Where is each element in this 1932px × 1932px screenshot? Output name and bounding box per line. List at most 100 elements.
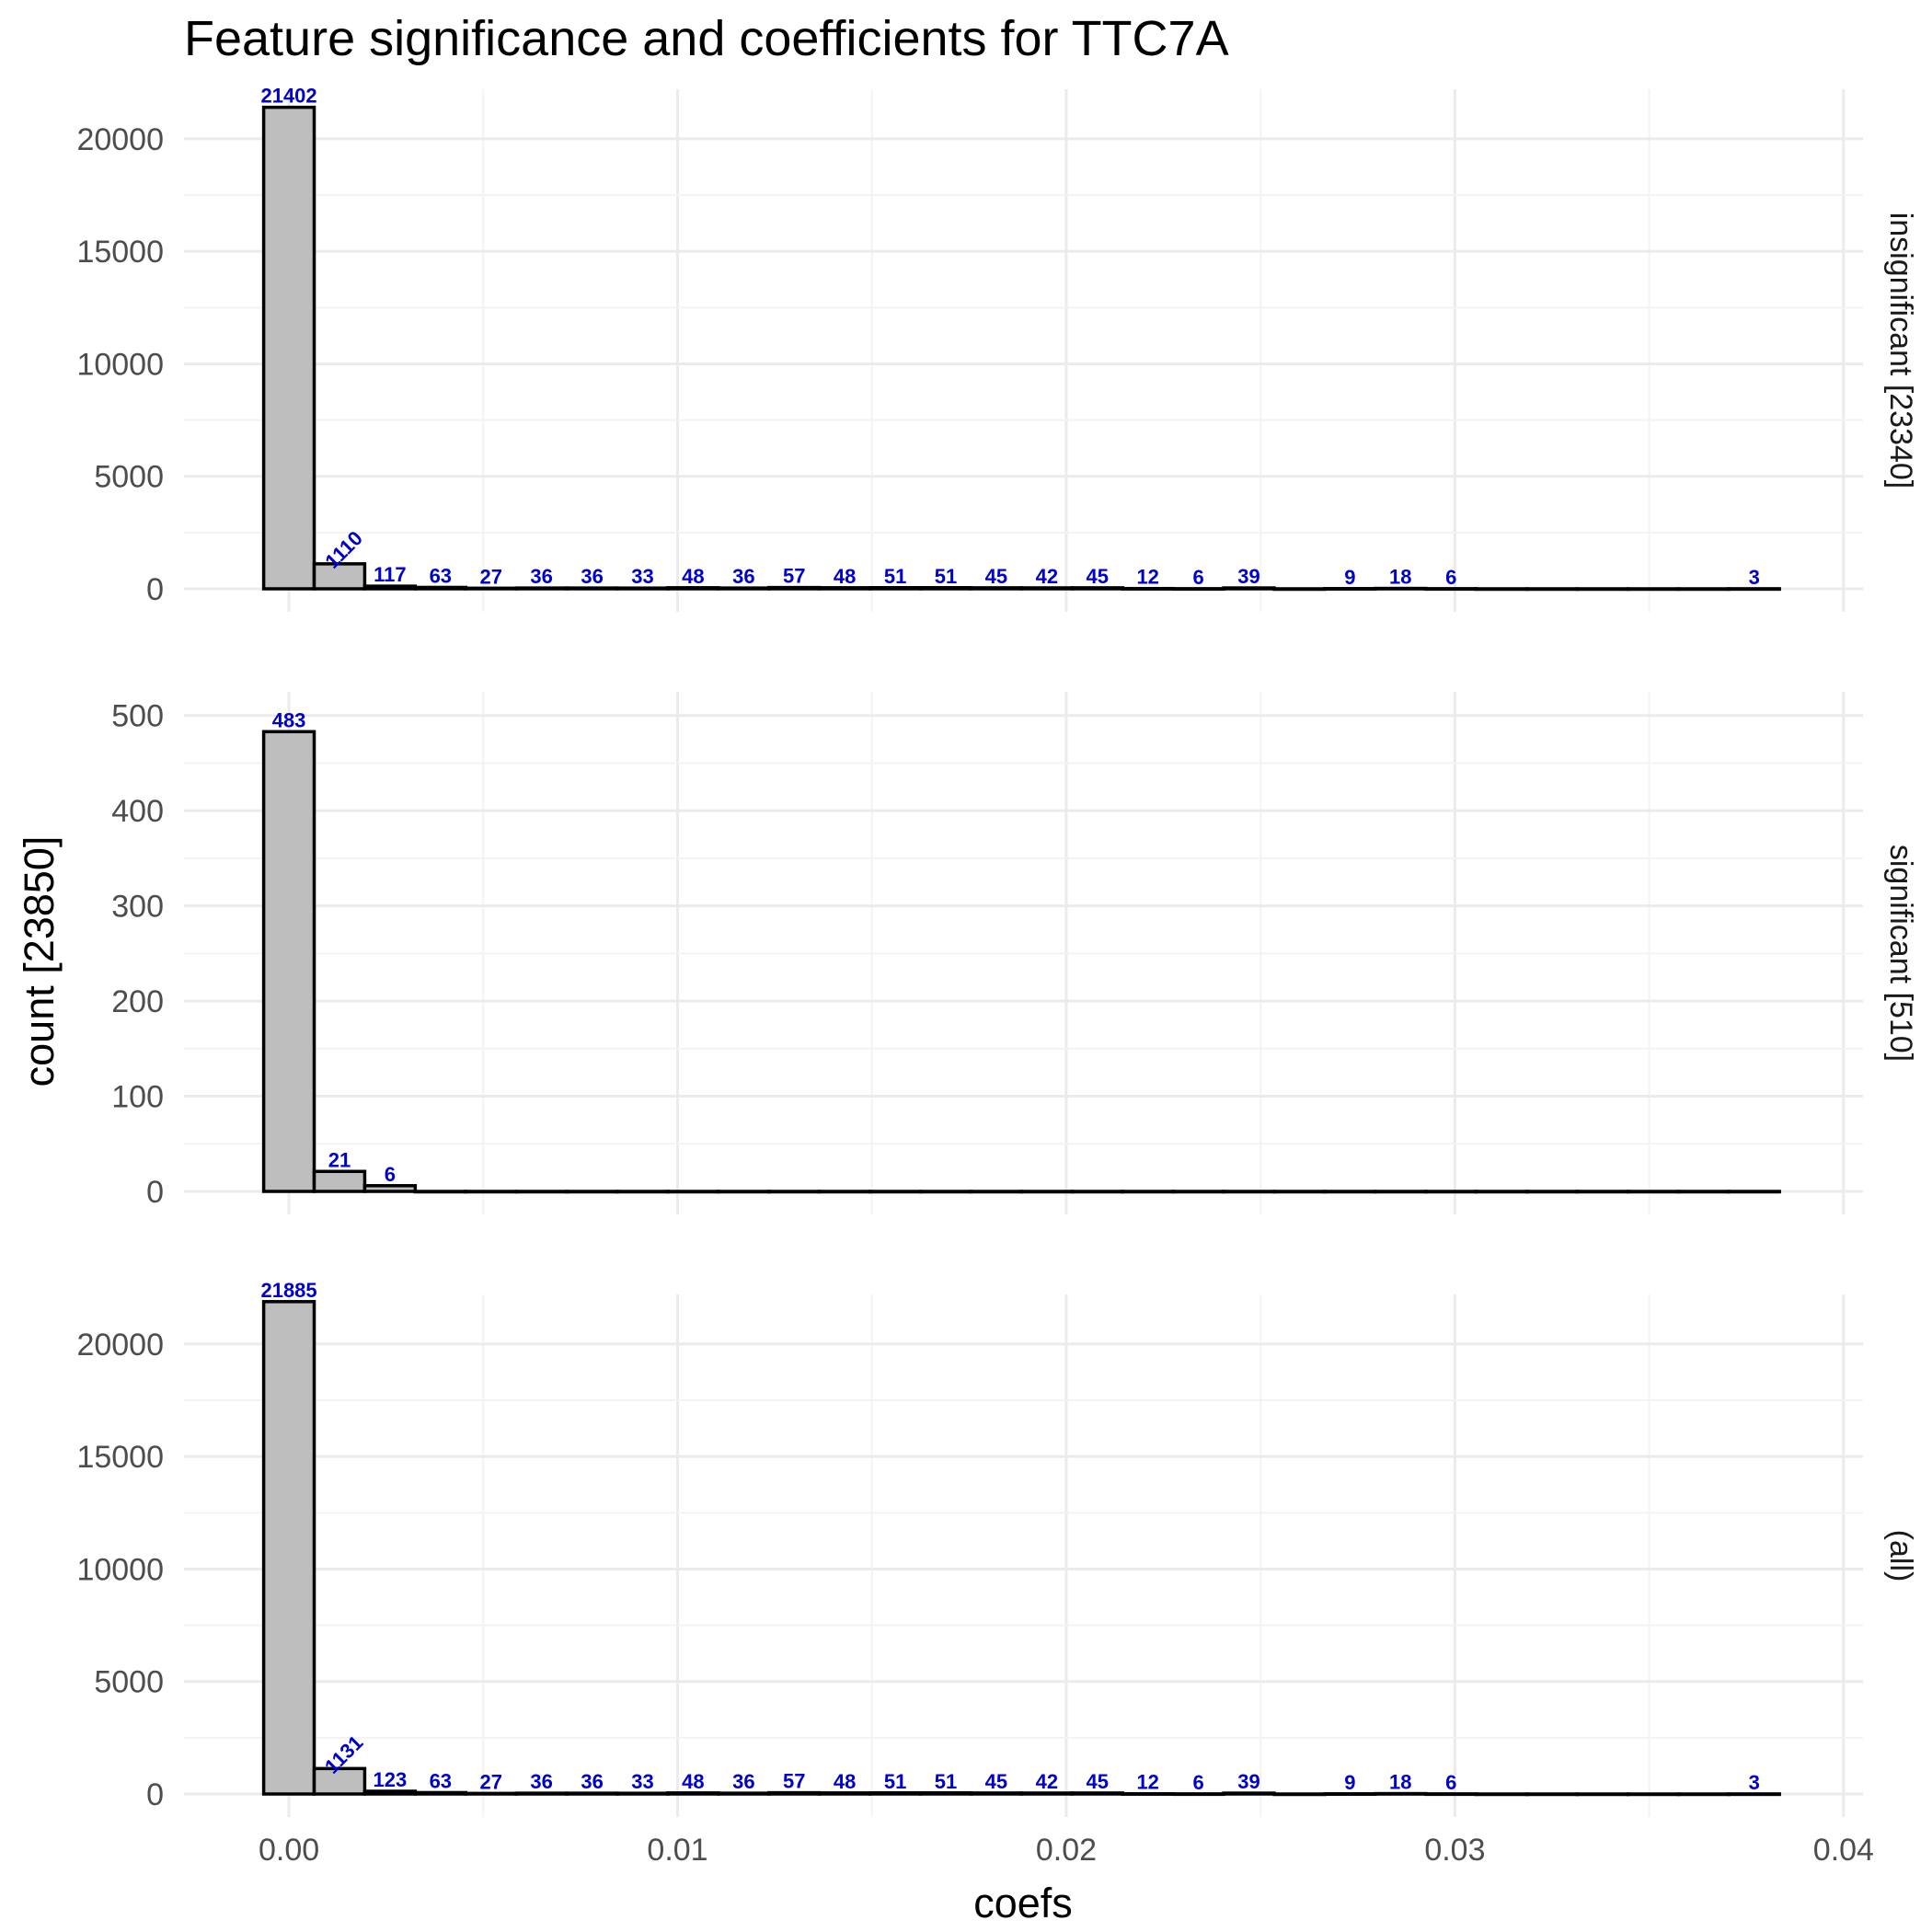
histogram-bar — [464, 1190, 518, 1194]
y-tick-label: 15000 — [76, 235, 164, 270]
histogram-bar — [1676, 587, 1731, 592]
histogram-bar — [615, 586, 670, 591]
histogram-bar — [1676, 1792, 1731, 1797]
histogram-bar — [362, 1789, 418, 1796]
bar-count-label: 48 — [682, 1770, 704, 1793]
histogram-bar — [1727, 1190, 1781, 1194]
bar-count-label: 117 — [374, 563, 407, 586]
histogram-bar — [1323, 1792, 1377, 1797]
histogram-bar — [514, 1190, 569, 1194]
y-tick-label: 500 — [111, 699, 164, 734]
histogram-bar — [1272, 587, 1327, 592]
bar-count-label: 9 — [1344, 1771, 1355, 1794]
bar-count-label: 9 — [1344, 566, 1355, 589]
histogram-bar — [817, 1190, 872, 1194]
bar-count-label: 36 — [530, 1770, 552, 1793]
bar-count-label: 12 — [1136, 566, 1158, 589]
bar-count-label: 63 — [430, 564, 452, 587]
histogram-bar — [413, 1790, 468, 1796]
histogram-bar — [1272, 1792, 1327, 1797]
bar-count-label: 21885 — [260, 1279, 316, 1302]
histogram-bar — [1727, 587, 1781, 592]
y-axis-title: count [23850] — [16, 836, 63, 1087]
histogram-bar — [413, 1190, 468, 1194]
histogram-bar — [312, 1169, 367, 1193]
histogram-bar — [666, 586, 720, 591]
bar-count-label: 21 — [328, 1148, 351, 1171]
histogram-bar — [1474, 1792, 1529, 1797]
y-tick-label: 400 — [111, 794, 164, 829]
histogram-bar — [868, 1791, 923, 1796]
bar-count-label: 57 — [783, 565, 805, 588]
histogram-bar — [1575, 1792, 1630, 1797]
bar-count-label: 39 — [1237, 565, 1259, 588]
y-tick-label: 20000 — [76, 122, 164, 157]
bar-count-label: 51 — [935, 565, 957, 588]
bar-count-label: 42 — [1036, 565, 1058, 588]
bar-count-label: 12 — [1136, 1771, 1158, 1794]
histogram-bar — [1626, 1190, 1681, 1194]
x-tick-label: 0.04 — [1813, 1833, 1874, 1868]
bar-count-label: 3 — [1749, 1771, 1760, 1794]
bar-count-label: 123 — [374, 1768, 408, 1791]
histogram-bar — [1019, 1190, 1075, 1194]
bar-count-label: 48 — [834, 1770, 856, 1793]
histogram-bar — [868, 1190, 923, 1194]
facet-strip-label: significant [510] — [1883, 845, 1918, 1062]
histogram-bar — [362, 584, 418, 591]
histogram-bar — [969, 586, 1024, 591]
histogram-bar — [1070, 586, 1124, 591]
histogram-bar — [615, 1791, 670, 1796]
x-axis-title: coefs — [973, 1880, 1073, 1926]
bar-count-label: 3 — [1749, 566, 1760, 589]
histogram-bar — [1423, 587, 1478, 592]
bar-count-label: 36 — [581, 565, 603, 588]
bar-count-label: 42 — [1036, 1770, 1058, 1793]
bar-count-label: 36 — [581, 1770, 603, 1793]
histogram-bar — [817, 1791, 872, 1796]
bar-count-label: 27 — [479, 565, 501, 588]
histogram-bar — [1575, 587, 1630, 592]
histogram-bar — [362, 1184, 418, 1193]
bar-count-label: 48 — [682, 565, 704, 588]
y-tick-label: 300 — [111, 890, 164, 925]
bar-count-label: 6 — [1192, 1771, 1203, 1794]
histogram-bar — [1374, 586, 1428, 591]
bar-count-label: 6 — [1445, 1771, 1456, 1794]
bar-count-label: 51 — [884, 565, 906, 588]
bar-count-label: 6 — [1192, 566, 1203, 589]
histogram-bar — [1272, 1190, 1327, 1194]
histogram-bar — [1070, 1791, 1124, 1796]
histogram-bar — [666, 1791, 720, 1796]
histogram-bar — [1070, 1190, 1124, 1194]
bar-count-label: 6 — [385, 1163, 396, 1186]
histogram-bar — [1121, 1190, 1175, 1194]
histogram-bar — [918, 586, 973, 591]
histogram-bar — [767, 1790, 822, 1796]
histogram-bar — [1374, 1791, 1428, 1796]
x-axis-ticks: 0.00 0.01 0.02 0.03 0.04 — [259, 1833, 1874, 1868]
histogram-bar — [1423, 1792, 1478, 1797]
histogram-bar — [514, 1791, 569, 1796]
bar-count-label: 63 — [430, 1769, 452, 1792]
histogram-bar — [261, 730, 316, 1193]
histogram-bar — [565, 586, 619, 591]
bar-count-label: 483 — [272, 708, 306, 731]
y-tick-label: 100 — [111, 1080, 164, 1115]
histogram-bar — [1474, 587, 1529, 592]
histogram-bar — [1222, 1190, 1276, 1194]
bar-count-label: 57 — [783, 1770, 805, 1793]
histogram-bar — [1222, 1791, 1276, 1796]
x-tick-label: 0.03 — [1424, 1833, 1485, 1868]
bar-count-label: 18 — [1389, 1771, 1411, 1794]
histogram-bar — [1222, 586, 1276, 591]
histogram-bar — [767, 585, 822, 591]
histogram-bar — [717, 1190, 771, 1194]
histogram-bar — [969, 1190, 1024, 1194]
histogram-bar — [717, 586, 771, 591]
bar-count-label: 39 — [1237, 1770, 1259, 1793]
y-tick-label: 0 — [146, 1175, 164, 1210]
